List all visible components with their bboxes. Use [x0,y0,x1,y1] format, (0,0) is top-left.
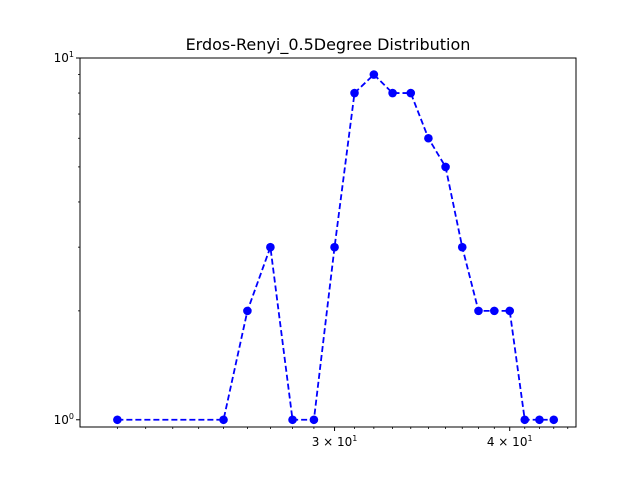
data-point [369,70,379,79]
data-point [505,306,515,316]
data-point [243,306,252,316]
data-point [441,162,450,172]
data-point [520,415,530,425]
data-point [549,415,559,425]
data-point [350,88,359,98]
data-point [490,306,499,316]
data-point [388,88,397,98]
chart-title: Erdos-Renyi_0.5Degree Distribution [186,35,471,55]
data-point [457,242,467,252]
y-tick-label-base: 10 [54,51,69,65]
axes-frame [79,57,577,428]
x-tick-label-exponent: 1 [352,434,357,443]
x-tick-label: 4 × 101 [487,434,533,449]
x-tick-label-mantissa: 4 × 10 [487,435,528,449]
data-point [474,306,483,316]
data-point [424,133,433,143]
data-point [288,415,297,425]
data-point [219,415,228,425]
data-point [309,415,319,425]
data-point [266,242,275,252]
data-point [535,415,544,425]
x-tick-label: 3 × 101 [312,434,358,449]
data-point [113,415,122,425]
y-tick-label: 101 [54,50,74,65]
data-point [330,242,339,252]
x-tick-label-exponent: 1 [527,434,532,443]
y-tick-label-base: 10 [54,413,69,427]
y-tick-label: 100 [54,412,74,427]
y-tick-label-exponent: 0 [69,412,74,421]
y-tick-label-exponent: 1 [69,50,74,59]
data-point [406,88,416,98]
x-tick-label-mantissa: 3 × 10 [312,435,353,449]
